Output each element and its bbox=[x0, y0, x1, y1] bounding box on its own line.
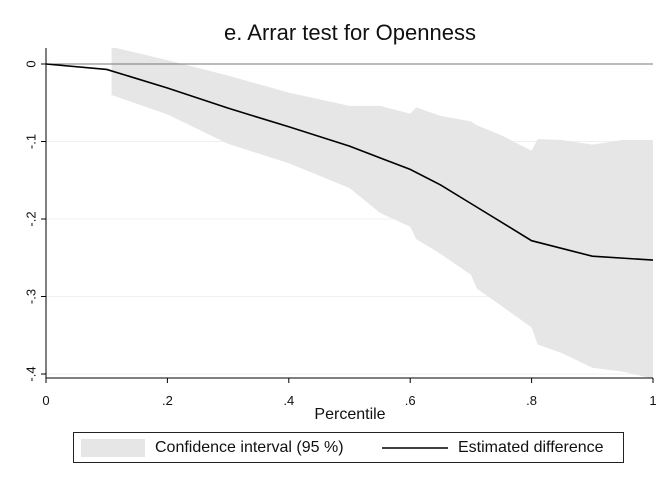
legend: Confidence interval (95 %) Estimated dif… bbox=[73, 432, 624, 463]
x-tick-label-0: 0 bbox=[42, 393, 49, 408]
y-tick-label-4: -.4 bbox=[23, 366, 38, 381]
y-tick-label-2: -.2 bbox=[23, 211, 38, 226]
y-tick-label-0: 0 bbox=[23, 60, 38, 67]
x-tick-label-1: .2 bbox=[162, 393, 173, 408]
y-tick-label-1: -.1 bbox=[23, 134, 38, 149]
legend-line-swatch bbox=[382, 447, 448, 449]
legend-ci-label: Confidence interval (95 %) bbox=[155, 439, 344, 456]
x-tick-label-4: .8 bbox=[526, 393, 537, 408]
x-tick-label-2: .4 bbox=[283, 393, 294, 408]
ci-band bbox=[111, 48, 653, 378]
x-tick-label-5: 1 bbox=[649, 393, 656, 408]
x-tick-label-3: .6 bbox=[405, 393, 416, 408]
legend-ci-swatch bbox=[81, 439, 145, 457]
plot-area: 0 -.1 -.2 -.3 -.4 0 .2 .4 .6 .8 1 bbox=[23, 48, 657, 408]
estimated-difference-line bbox=[45, 63, 654, 261]
legend-line-label: Estimated difference bbox=[458, 439, 604, 456]
chart-title: e. Arrar test for Openness bbox=[224, 20, 476, 45]
x-axis-label: Percentile bbox=[314, 406, 385, 423]
y-tick-label-3: -.3 bbox=[23, 289, 38, 304]
